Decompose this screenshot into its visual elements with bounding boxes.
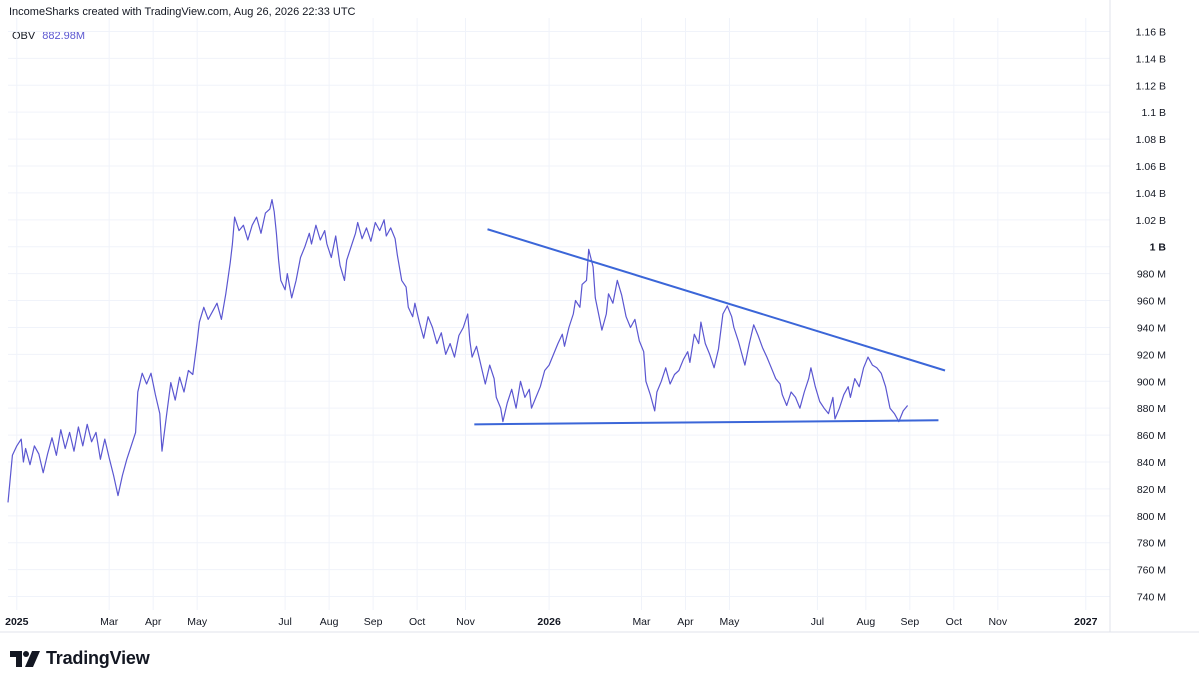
x-tick-label: Sep [900, 616, 919, 628]
y-tick-label: 840 M [1137, 457, 1166, 469]
x-tick-label: 2026 [537, 616, 561, 628]
x-axis: 2025 Mar Apr May Jul Aug Sep Oct Nov 2026 Mar Apr Ma… [0, 616, 1199, 633]
x-tick-label: 2025 [5, 616, 29, 628]
x-tick-label: Oct [409, 616, 425, 628]
x-tick-label: 2027 [1074, 616, 1098, 628]
y-tick-label: 1 B [1150, 242, 1167, 254]
x-tick-label: Jul [278, 616, 291, 628]
y-tick-label: 880 M [1137, 403, 1166, 415]
series-layer [7, 199, 909, 503]
tradingview-logo-icon [10, 650, 40, 667]
flat-support-trendline[interactable] [474, 419, 939, 426]
chart-grid [8, 18, 1110, 610]
x-tick-label: Mar [100, 616, 119, 628]
y-tick-label: 820 M [1137, 484, 1166, 496]
y-tick-label: 860 M [1137, 430, 1166, 442]
x-tick-label: May [720, 616, 741, 628]
y-axis: 1.16 B 1.14 B 1.12 B 1.1 B 1.08 B 1.06 B 1.04 … [1109, 0, 1167, 632]
x-tick-label: Sep [364, 616, 383, 628]
x-tick-label: Oct [946, 616, 962, 628]
trendline-layer [474, 228, 946, 426]
indicator-value: 882.98M [42, 30, 86, 42]
y-tick-label: 960 M [1137, 296, 1166, 308]
y-tick-label: 1.02 B [1136, 215, 1166, 227]
obv-series-line[interactable] [7, 199, 909, 503]
x-tick-label: Nov [988, 616, 1007, 628]
y-tick-label: 1.14 B [1136, 53, 1166, 65]
y-tick-label: 940 M [1137, 322, 1166, 334]
y-tick-label: 1.16 B [1136, 26, 1166, 38]
y-tick-label: 1.04 B [1136, 188, 1166, 200]
x-tick-label: Nov [456, 616, 475, 628]
y-tick-label: 800 M [1137, 511, 1166, 523]
y-tick-label: 740 M [1137, 592, 1166, 604]
indicator-legend[interactable]: OBV 882.98M [12, 30, 85, 42]
x-tick-label: Jul [811, 616, 824, 628]
y-tick-label: 780 M [1137, 538, 1166, 550]
tradingview-wordmark: TradingView [46, 648, 150, 668]
y-tick-label: 760 M [1137, 565, 1166, 577]
chart-header-title: IncomeSharks created with TradingView.co… [9, 6, 356, 18]
y-tick-label: 980 M [1137, 269, 1166, 281]
x-tick-label: Aug [857, 616, 876, 628]
y-tick-label: 1.08 B [1136, 134, 1166, 146]
x-tick-label: May [187, 616, 208, 628]
y-tick-label: 1.12 B [1136, 80, 1166, 92]
y-tick-label: 1.1 B [1141, 107, 1166, 119]
y-tick-label: 920 M [1137, 349, 1166, 361]
x-tick-label: Apr [145, 616, 162, 628]
y-tick-label: 1.06 B [1136, 161, 1166, 173]
tradingview-brand[interactable]: TradingView [10, 648, 150, 669]
x-tick-label: Mar [632, 616, 651, 628]
y-tick-label: 900 M [1137, 376, 1166, 388]
descending-resistance-trendline[interactable] [487, 228, 946, 372]
x-tick-label: Aug [320, 616, 339, 628]
x-tick-label: Apr [677, 616, 694, 628]
indicator-name: OBV [12, 30, 36, 42]
